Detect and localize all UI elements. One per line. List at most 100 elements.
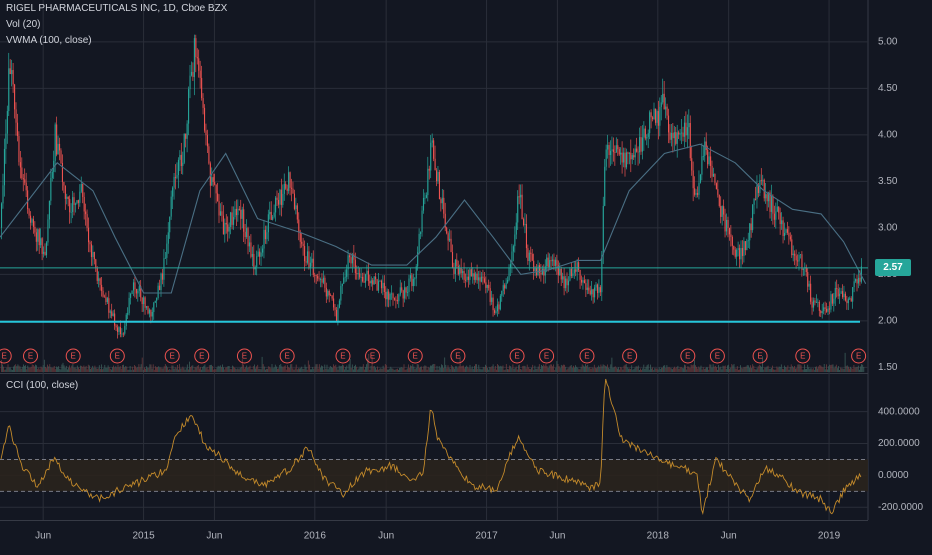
volume-bar [516, 369, 518, 372]
volume-bar [624, 364, 626, 372]
candle-body [196, 57, 198, 59]
volume-bar [804, 364, 805, 372]
earnings-marker-label: E [685, 352, 690, 361]
candle-body [811, 301, 813, 308]
candle-body [122, 333, 124, 335]
candle-body [9, 68, 11, 75]
volume-bar [436, 365, 438, 372]
volume-bar [702, 367, 704, 372]
volume-bar [19, 366, 21, 372]
chart-legend-title[interactable]: RIGEL PHARMACEUTICALS INC, 1D, Cboe BZX [6, 3, 228, 14]
volume-bar [502, 365, 504, 372]
candle-body [731, 236, 733, 246]
candle-body [409, 275, 411, 279]
volume-bar [17, 364, 19, 372]
candle-body [631, 155, 633, 160]
volume-bar [223, 367, 224, 372]
volume-bar [266, 368, 267, 372]
candle-body [727, 219, 729, 229]
volume-bar [410, 365, 411, 372]
volume-bar [226, 367, 228, 372]
candle-body [172, 187, 174, 197]
volume-bar [827, 369, 828, 372]
candle-body [797, 260, 799, 262]
volume-bar [513, 368, 515, 372]
volume-bar [593, 364, 595, 372]
candle-body [212, 177, 214, 182]
candle-body [367, 270, 369, 282]
candle-body [686, 127, 688, 136]
volume-bar [373, 365, 375, 372]
candle-body [547, 257, 549, 268]
volume-bar [9, 367, 11, 372]
volume-bar [130, 369, 132, 372]
volume-bar [515, 366, 517, 372]
volume-bar [554, 369, 556, 372]
volume-bar [291, 364, 293, 372]
earnings-marker [109, 348, 125, 364]
volume-bar [833, 368, 835, 372]
candle-body [846, 300, 848, 304]
volume-bar [283, 366, 285, 372]
price-tick-label: 3.00 [878, 222, 898, 233]
volume-bar [212, 366, 213, 372]
volume-bar [157, 367, 158, 372]
volume-bar [724, 365, 726, 372]
candle-body [366, 270, 368, 275]
volume-bar [185, 368, 187, 372]
candle-body [799, 254, 802, 256]
volume-bar [710, 364, 712, 372]
volume-bar [559, 368, 561, 372]
volume-bar [466, 365, 468, 372]
volume-bar [805, 369, 806, 372]
volume-bar [310, 369, 311, 372]
chart-legend-vwma[interactable]: VWMA (100, close) [6, 35, 92, 46]
volume-bar [617, 368, 618, 372]
volume-bar [585, 364, 586, 372]
volume-bar [688, 366, 690, 372]
volume-bar [498, 365, 499, 372]
volume-bar [818, 366, 820, 372]
volume-bar [120, 368, 122, 372]
volume-bar [13, 366, 14, 372]
volume-bar [695, 365, 696, 372]
volume-bar [829, 364, 831, 372]
volume-bar [713, 366, 715, 372]
candle-body [579, 269, 581, 280]
candle-body [289, 172, 291, 188]
volume-bar [458, 366, 460, 372]
volume-bar [368, 353, 370, 372]
candle-body [557, 265, 559, 276]
volume-bar [696, 366, 697, 372]
candle-body [789, 236, 791, 240]
candle-body [209, 163, 211, 186]
candle-body [491, 297, 493, 302]
volume-bar [743, 367, 745, 372]
candle-body [405, 287, 407, 293]
earnings-marker-label: E [544, 352, 549, 361]
volume-bar [821, 366, 823, 372]
price-tick-label: 2.00 [878, 315, 898, 326]
volume-bar [255, 368, 256, 372]
volume-bar [320, 367, 321, 372]
candle-body [828, 308, 831, 310]
volume-bar [70, 368, 72, 372]
candle-body [720, 205, 722, 217]
candle-body [721, 206, 723, 217]
volume-bar [716, 367, 717, 372]
candle-body [80, 183, 82, 192]
volume-bar [10, 369, 12, 372]
candle-body [646, 136, 648, 139]
volume-bar [571, 367, 573, 372]
candle-body [726, 219, 728, 232]
volume-bar [625, 364, 627, 372]
chart-legend-cci[interactable]: CCI (100, close) [6, 380, 79, 391]
chart-legend-volume[interactable]: Vol (20) [6, 19, 41, 30]
volume-bar [207, 369, 209, 372]
volume-bar [482, 366, 484, 372]
candle-body [755, 198, 757, 200]
volume-bar [367, 358, 369, 372]
volume-bar [790, 364, 792, 372]
